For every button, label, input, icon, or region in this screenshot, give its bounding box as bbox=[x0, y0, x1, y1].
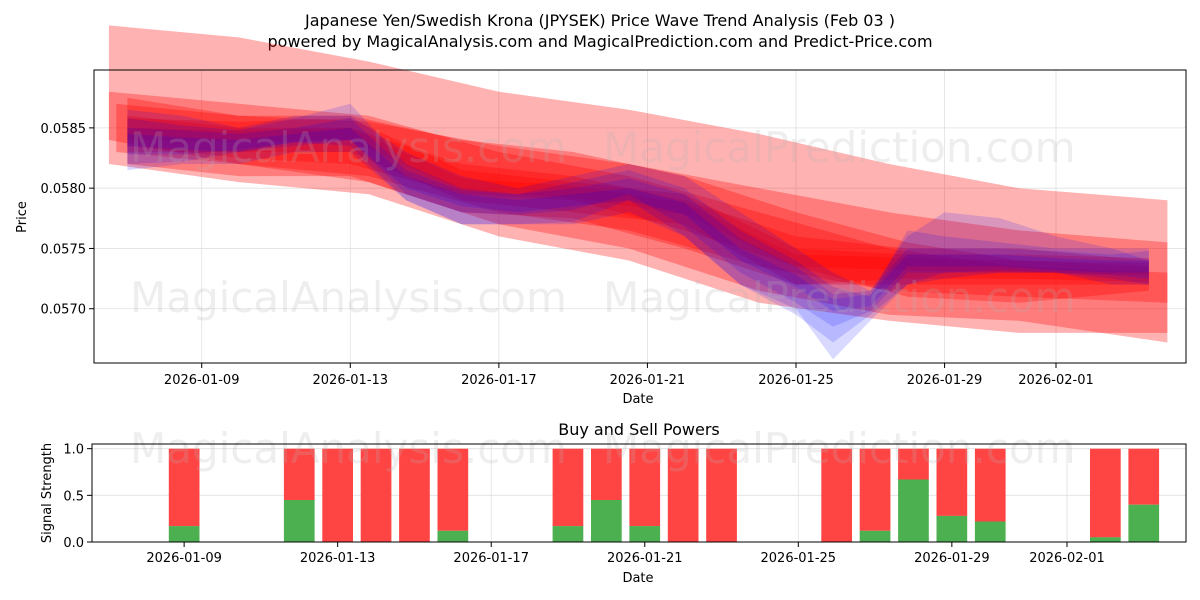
buy-power-bar bbox=[168, 526, 200, 542]
buy-power-bar bbox=[437, 530, 469, 542]
watermark: MagicalAnalysis.com bbox=[130, 424, 567, 473]
buy-power-bar bbox=[859, 530, 891, 542]
sell-power-bar bbox=[552, 448, 584, 527]
blue-wave-band bbox=[127, 103, 1149, 343]
red-wave-band bbox=[127, 115, 1149, 285]
sell-power-bar bbox=[322, 448, 353, 542]
buy-power-bar bbox=[936, 515, 968, 542]
watermark: MagicalPrediction.com bbox=[603, 273, 1076, 322]
sell-power-bar bbox=[399, 448, 430, 542]
sell-power-bar bbox=[283, 448, 315, 500]
chart-title-line1: Japanese Yen/Swedish Krona (JPYSEK) Pric… bbox=[304, 11, 895, 30]
blue-wave-band bbox=[127, 109, 1149, 360]
red-wave-band bbox=[116, 103, 1168, 303]
sell-power-bar bbox=[974, 448, 1006, 522]
price-x-tick-label: 2026-01-21 bbox=[610, 373, 686, 388]
price-y-axis-label: Price bbox=[15, 201, 30, 233]
price-wave-bands bbox=[108, 25, 1168, 360]
price-y-tick-label: 0.0570 bbox=[41, 303, 87, 318]
price-x-tick-label: 2026-01-17 bbox=[461, 373, 537, 388]
signal-x-tick-label: 2026-01-17 bbox=[453, 551, 529, 566]
price-y-tick-label: 0.0580 bbox=[41, 182, 87, 197]
red-wave-band bbox=[108, 25, 1168, 333]
signal-x-tick-label: 2026-01-21 bbox=[607, 551, 683, 566]
price-watermarks: MagicalAnalysis.com MagicalPrediction.co… bbox=[130, 123, 1076, 322]
watermark: MagicalAnalysis.com bbox=[130, 123, 567, 172]
sell-power-bar bbox=[706, 448, 737, 542]
price-axes-frame bbox=[93, 69, 1187, 364]
signal-x-axis-label: Date bbox=[622, 571, 653, 586]
sell-power-bar bbox=[1090, 448, 1121, 538]
buy-power-bar bbox=[552, 526, 584, 542]
price-chart: MagicalAnalysis.com MagicalPrediction.co… bbox=[15, 25, 1187, 407]
chart-title-line2: powered by MagicalAnalysis.com and Magic… bbox=[267, 32, 932, 51]
signal-watermarks: MagicalAnalysis.com MagicalPrediction.co… bbox=[130, 424, 1076, 473]
signal-y-tick-label: 0.5 bbox=[63, 489, 84, 504]
price-grid bbox=[94, 70, 1186, 363]
red-wave-band bbox=[127, 127, 1149, 276]
sell-power-bar bbox=[629, 448, 661, 527]
red-wave-band bbox=[127, 97, 1149, 303]
signal-x-tick-label: 2026-02-01 bbox=[1029, 551, 1105, 566]
sell-power-bar bbox=[1128, 448, 1160, 505]
sell-power-bar bbox=[898, 448, 929, 480]
blue-wave-band bbox=[127, 118, 1149, 327]
buy-power-bar bbox=[1128, 504, 1160, 542]
price-x-tick-label: 2026-01-29 bbox=[907, 373, 983, 388]
signal-x-tick-label: 2026-01-09 bbox=[146, 551, 222, 566]
sell-power-bar bbox=[936, 448, 968, 516]
buy-power-bar bbox=[1090, 537, 1121, 542]
signal-y-tick-label: 1.0 bbox=[63, 443, 84, 458]
sell-power-bar bbox=[437, 448, 469, 531]
sell-power-bar bbox=[667, 448, 699, 542]
blue-wave-band bbox=[127, 127, 1149, 312]
price-x-tick-label: 2026-01-13 bbox=[313, 373, 389, 388]
signal-axes-frame bbox=[91, 443, 1187, 543]
red-wave-band bbox=[127, 118, 1149, 285]
buy-power-bar bbox=[629, 526, 661, 542]
signal-ticks: 2026-01-09 2026-01-13 2026-01-17 2026-01-21… bbox=[63, 443, 1104, 566]
sell-power-bar bbox=[859, 448, 891, 531]
buy-power-bar bbox=[591, 500, 622, 542]
signal-chart-title: Buy and Sell Powers bbox=[558, 420, 720, 439]
sell-power-bar bbox=[821, 448, 852, 542]
signal-x-tick-label: 2026-01-13 bbox=[300, 551, 376, 566]
sell-power-bar bbox=[360, 448, 392, 542]
buy-power-bar bbox=[974, 521, 1006, 542]
price-x-tick-label: 2026-01-09 bbox=[164, 373, 240, 388]
price-x-tick-label: 2026-02-01 bbox=[1018, 373, 1094, 388]
watermark: MagicalPrediction.com bbox=[603, 123, 1076, 172]
red-wave-band bbox=[108, 91, 1168, 343]
sell-power-bar bbox=[168, 448, 200, 527]
signal-bars bbox=[168, 448, 1160, 542]
signal-x-tick-label: 2026-01-25 bbox=[761, 551, 837, 566]
price-ticks: 2026-01-09 2026-01-13 2026-01-17 2026-01-21… bbox=[41, 122, 1094, 388]
price-x-axis-label: Date bbox=[622, 392, 653, 407]
price-y-tick-label: 0.0585 bbox=[41, 122, 87, 137]
price-y-tick-label: 0.0575 bbox=[41, 242, 87, 257]
signal-y-axis-label: Signal Strength bbox=[40, 443, 55, 543]
buy-power-bar bbox=[283, 500, 315, 542]
signal-chart: Buy and Sell Powers MagicalAnalysis.com … bbox=[40, 420, 1187, 586]
buy-power-bar bbox=[898, 479, 929, 542]
watermark: MagicalPrediction.com bbox=[603, 424, 1076, 473]
signal-y-tick-label: 0.0 bbox=[63, 536, 84, 551]
price-x-tick-label: 2026-01-25 bbox=[758, 373, 834, 388]
signal-x-tick-label: 2026-01-29 bbox=[914, 551, 990, 566]
sell-power-bar bbox=[591, 448, 622, 500]
watermark: MagicalAnalysis.com bbox=[130, 273, 567, 322]
